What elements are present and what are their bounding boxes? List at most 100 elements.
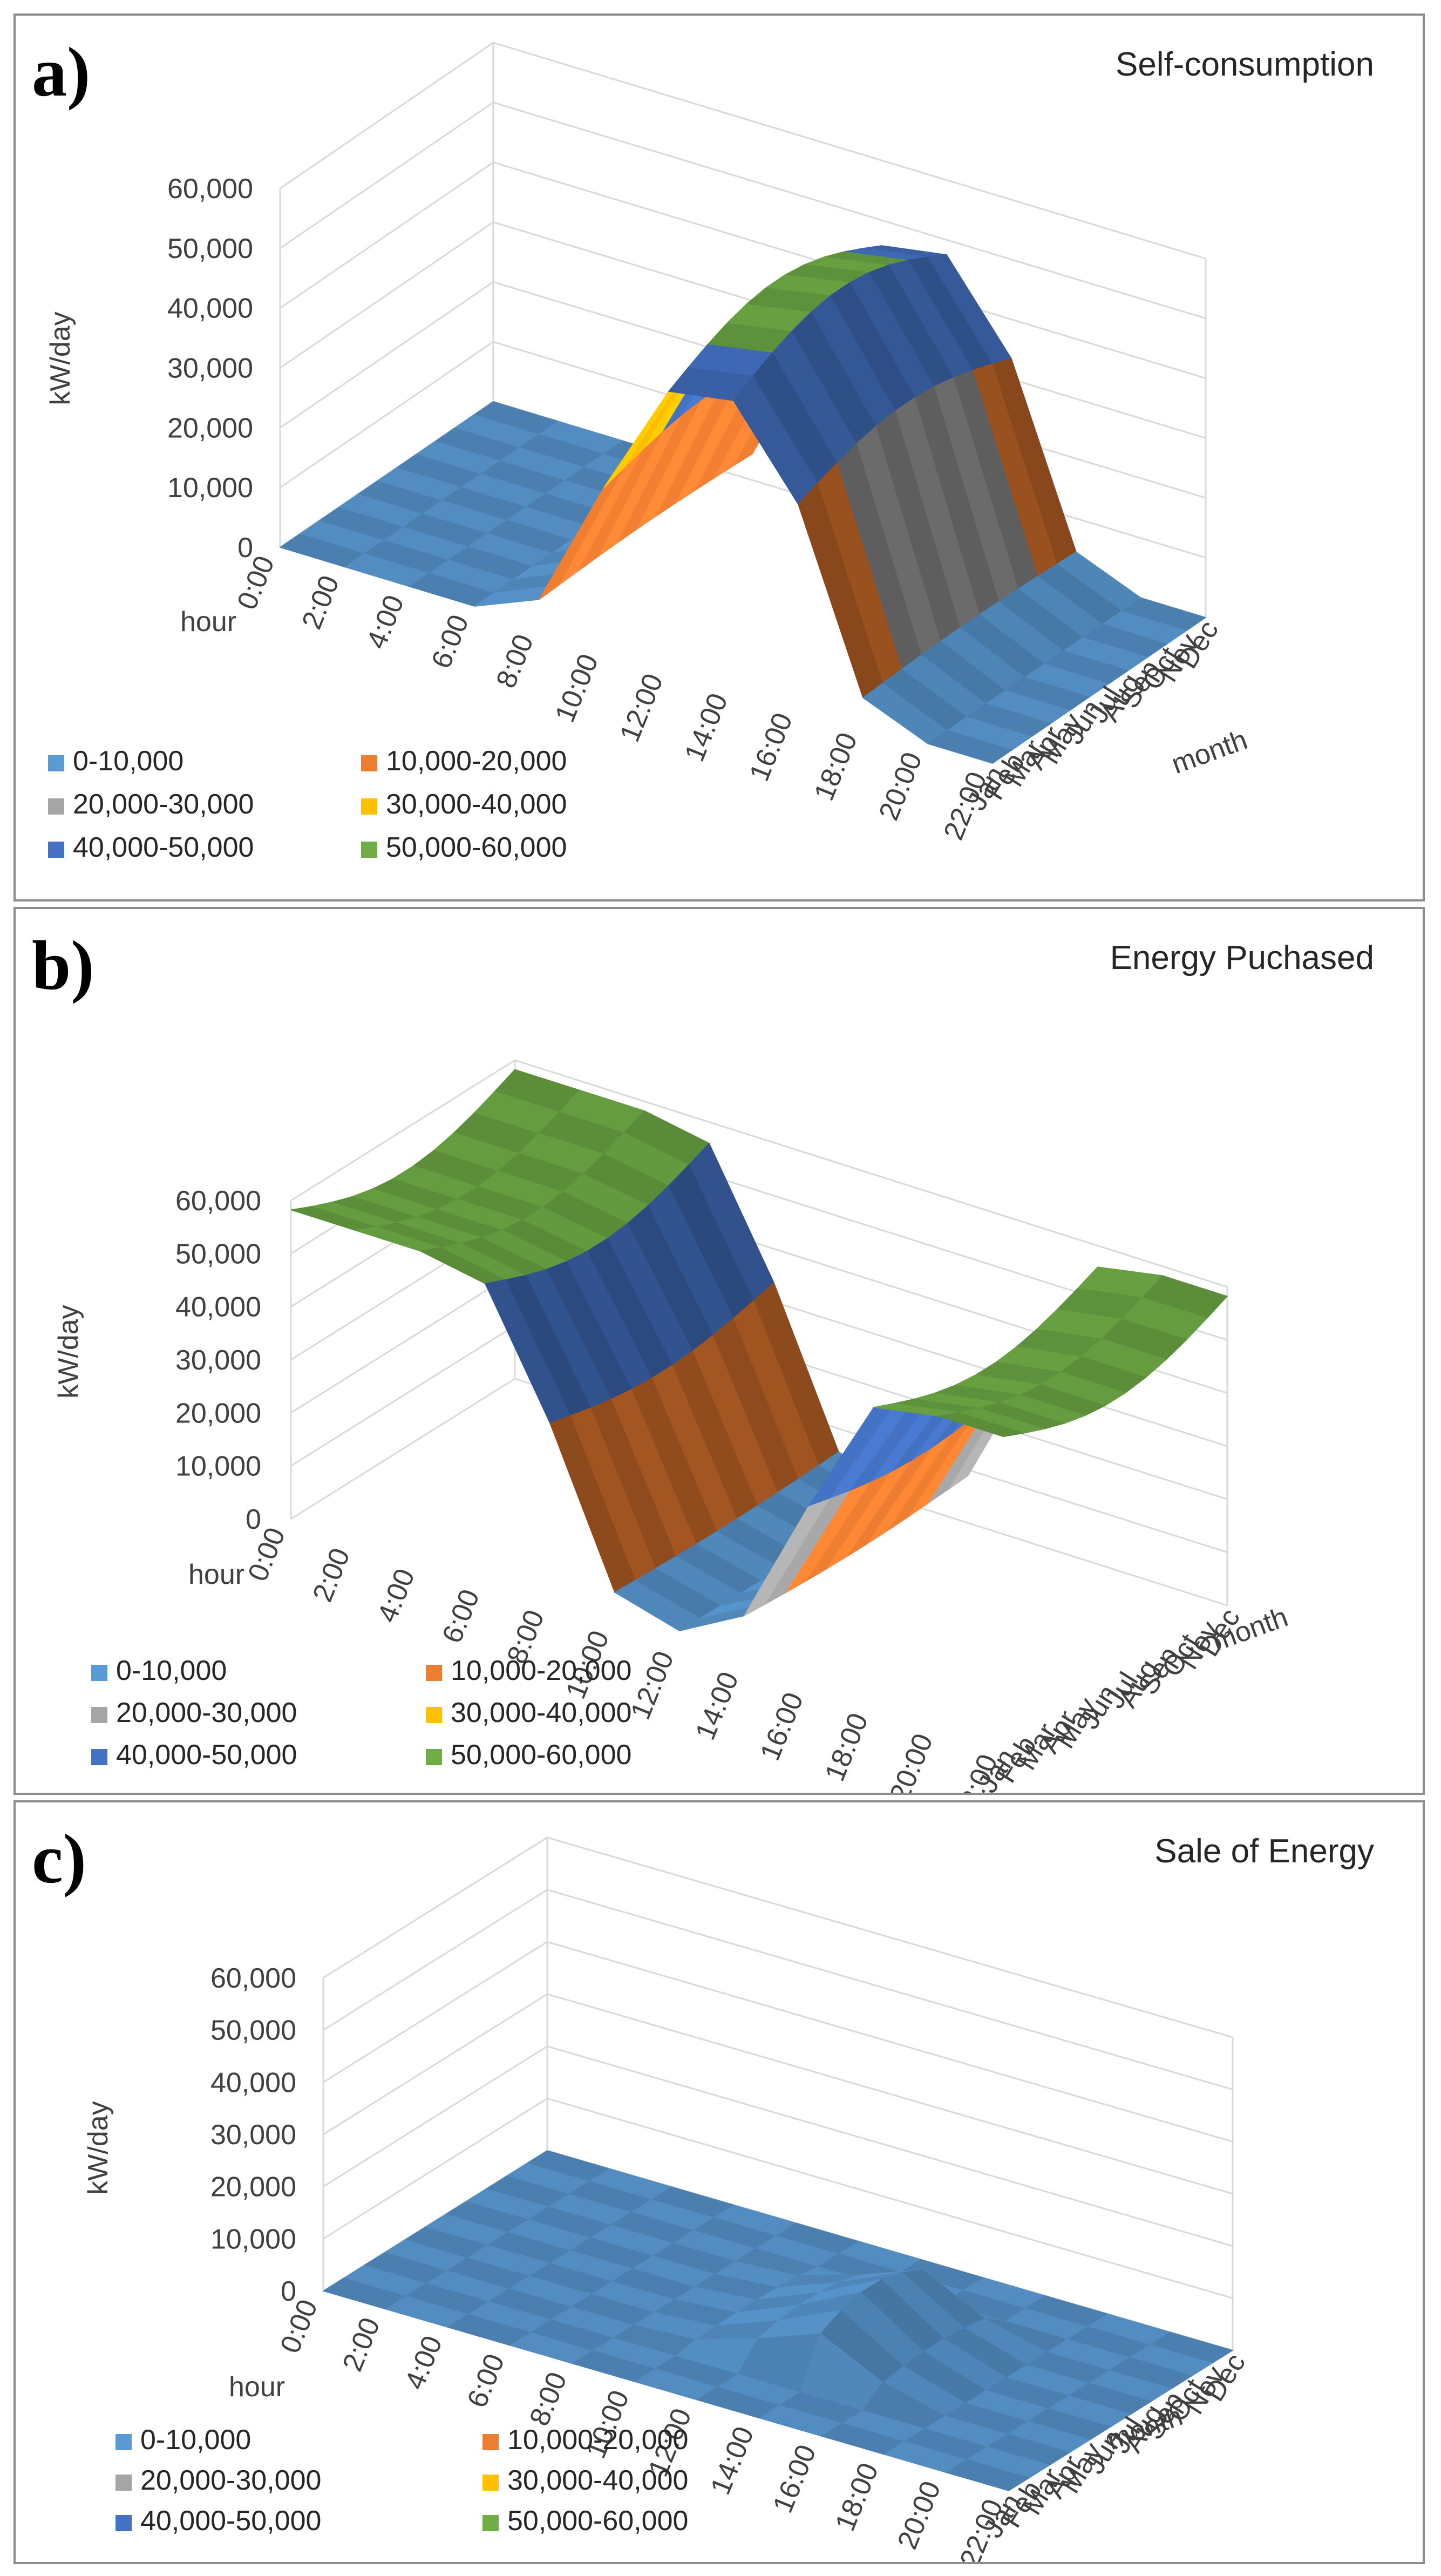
- legend-label: 50,000-60,000: [451, 1739, 632, 1771]
- chart-b-svg: 010,00020,00030,00040,00050,00060,0000:0…: [53, 1059, 1292, 1795]
- z-tick-label: 30,000: [175, 1345, 261, 1376]
- legend-swatch: [48, 842, 64, 858]
- legend-label: 40,000-50,000: [140, 2505, 322, 2537]
- hour-tick-label: 6:00: [461, 2350, 511, 2412]
- panel-b: 0 10,000 20,000 30,000 40,000 50,000 60,000 0:0…: [13, 907, 1425, 1795]
- panel-c: 0 10,000 20,000 30,000 40,000 50,000 60,000 0:0…: [13, 1800, 1425, 2564]
- z-tick-label: 40,000: [167, 293, 253, 324]
- legend-a-item-1: 10,000-20,000: [361, 747, 567, 775]
- z-tick-label: 50,000: [210, 2015, 296, 2046]
- legend-swatch: [482, 2475, 499, 2491]
- legend-label: 50,000-60,000: [507, 2505, 689, 2537]
- legend-swatch: [482, 2434, 499, 2450]
- z-tick-label: 60,000: [167, 173, 253, 205]
- hour-tick-label: 4:00: [371, 1564, 421, 1627]
- hour-axis-title: hour: [180, 606, 236, 638]
- legend-swatch: [115, 2515, 132, 2531]
- z-tick-label: 0: [246, 1504, 261, 1535]
- legend-label: 10,000-20,000: [451, 1655, 632, 1686]
- legend-swatch: [91, 1707, 107, 1723]
- legend-label: 40,000-50,000: [116, 1739, 297, 1771]
- z-tick-label: 40,000: [175, 1292, 261, 1323]
- surface-patch: [927, 730, 1013, 764]
- hour-tick-label: 18:00: [819, 1709, 875, 1785]
- z-tick-label: 60,000: [210, 1963, 296, 1994]
- legend-b-item-3: 30,000-40,000: [426, 1699, 631, 1727]
- legend-label: 10,000-20,000: [507, 2424, 689, 2456]
- legend-b-item-4: 40,000-50,000: [91, 1741, 297, 1769]
- z-tick-label: 50,000: [167, 233, 253, 265]
- legend-swatch: [361, 798, 377, 815]
- surface-patch: [938, 1412, 1024, 1438]
- hour-tick-label: 6:00: [436, 1585, 486, 1648]
- chart-surface: [279, 245, 1207, 764]
- hour-tick-label: 20:00: [873, 748, 929, 824]
- hour-tick-label: 10:00: [549, 650, 605, 727]
- hour-tick-label: 2:00: [296, 571, 345, 634]
- legend-b-item-2: 20,000-30,000: [91, 1699, 297, 1727]
- hour-tick-label: 12:00: [614, 669, 670, 746]
- z-tick-label: 60,000: [175, 1185, 261, 1217]
- z-tick-label: 50,000: [175, 1238, 261, 1270]
- chart-gridlines: [279, 42, 1207, 619]
- z-gridline: [323, 1836, 1233, 2038]
- legend-a-item-3: 30,000-40,000: [361, 790, 567, 818]
- z-gridline: [323, 1993, 1233, 2195]
- hour-tick-label: 8:00: [490, 630, 540, 693]
- z-tick-label: 10,000: [210, 2224, 296, 2255]
- legend-a-item-4: 40,000-50,000: [48, 833, 254, 862]
- legend-label: 0-10,000: [73, 745, 184, 777]
- z-tick-label: 20,000: [175, 1398, 261, 1429]
- legend-label: 0-10,000: [116, 1655, 227, 1686]
- hour-tick-label: 6:00: [425, 611, 475, 673]
- hour-tick-label: 18:00: [830, 2458, 885, 2535]
- legend-swatch: [482, 2515, 499, 2531]
- panel-b-label: b): [32, 927, 94, 1005]
- legend-a-item-5: 50,000-60,000: [361, 833, 567, 862]
- panel-a-label: a): [32, 33, 91, 111]
- z-tick-label: 30,000: [167, 353, 253, 384]
- legend-label: 50,000-60,000: [386, 832, 567, 863]
- legend-b-item-0: 0-10,000: [91, 1657, 227, 1685]
- z-gridline: [280, 42, 1206, 260]
- legend-c-item-3: 30,000-40,000: [482, 2466, 688, 2494]
- legend-swatch: [361, 842, 377, 858]
- legend-swatch: [115, 2475, 132, 2491]
- legend-label: 40,000-50,000: [73, 832, 254, 863]
- legend-a-item-0: 0-10,000: [48, 747, 183, 775]
- legend-swatch: [426, 1707, 442, 1723]
- z-tick-label: 0: [237, 532, 253, 564]
- legend-label: 20,000-30,000: [140, 2465, 322, 2496]
- hour-tick-label: 2:00: [337, 2313, 386, 2376]
- z-gridline: [323, 1941, 1233, 2143]
- legend-c-item-2: 20,000-30,000: [115, 2466, 321, 2494]
- hour-axis-title: hour: [188, 1559, 244, 1590]
- legend-label: 20,000-30,000: [116, 1697, 297, 1728]
- month-axis-title: month: [1167, 724, 1252, 780]
- chart-c-title: Sale of Energy: [1154, 1833, 1374, 1870]
- legend-c-item-5: 50,000-60,000: [482, 2507, 688, 2535]
- chart-surface: [290, 1069, 1228, 1631]
- hour-tick-label: 2:00: [307, 1544, 356, 1606]
- legend-label: 20,000-30,000: [73, 789, 254, 820]
- panel-c-label: c): [32, 1820, 86, 1898]
- z-gridline: [323, 1889, 1233, 2091]
- hour-tick-label: 20:00: [884, 1730, 940, 1795]
- z-axis-title: kW/day: [53, 1305, 84, 1398]
- hour-axis-title: hour: [229, 2371, 285, 2403]
- chart-a-legend: 0-10,000 10,000-20,000 20,000-30,000 30,…: [48, 747, 750, 887]
- chart-surface: [322, 2150, 1234, 2491]
- z-tick-label: 40,000: [210, 2067, 296, 2098]
- z-tick-label: 20,000: [210, 2172, 296, 2203]
- z-tick-label: 10,000: [167, 472, 253, 504]
- chart-b-title: Energy Puchased: [1110, 939, 1374, 977]
- legend-swatch: [426, 1749, 442, 1765]
- legend-swatch: [361, 755, 377, 771]
- surface-patch: [945, 2459, 1030, 2491]
- hour-tick-label: 8:00: [524, 2368, 573, 2430]
- legend-swatch: [426, 1665, 442, 1681]
- chart-a-svg: 010,00020,00030,00040,00050,00060,0000:0…: [45, 42, 1252, 844]
- legend-label: 30,000-40,000: [507, 2465, 689, 2496]
- legend-b-item-5: 50,000-60,000: [426, 1741, 631, 1769]
- legend-c-item-1: 10,000-20,000: [482, 2426, 688, 2454]
